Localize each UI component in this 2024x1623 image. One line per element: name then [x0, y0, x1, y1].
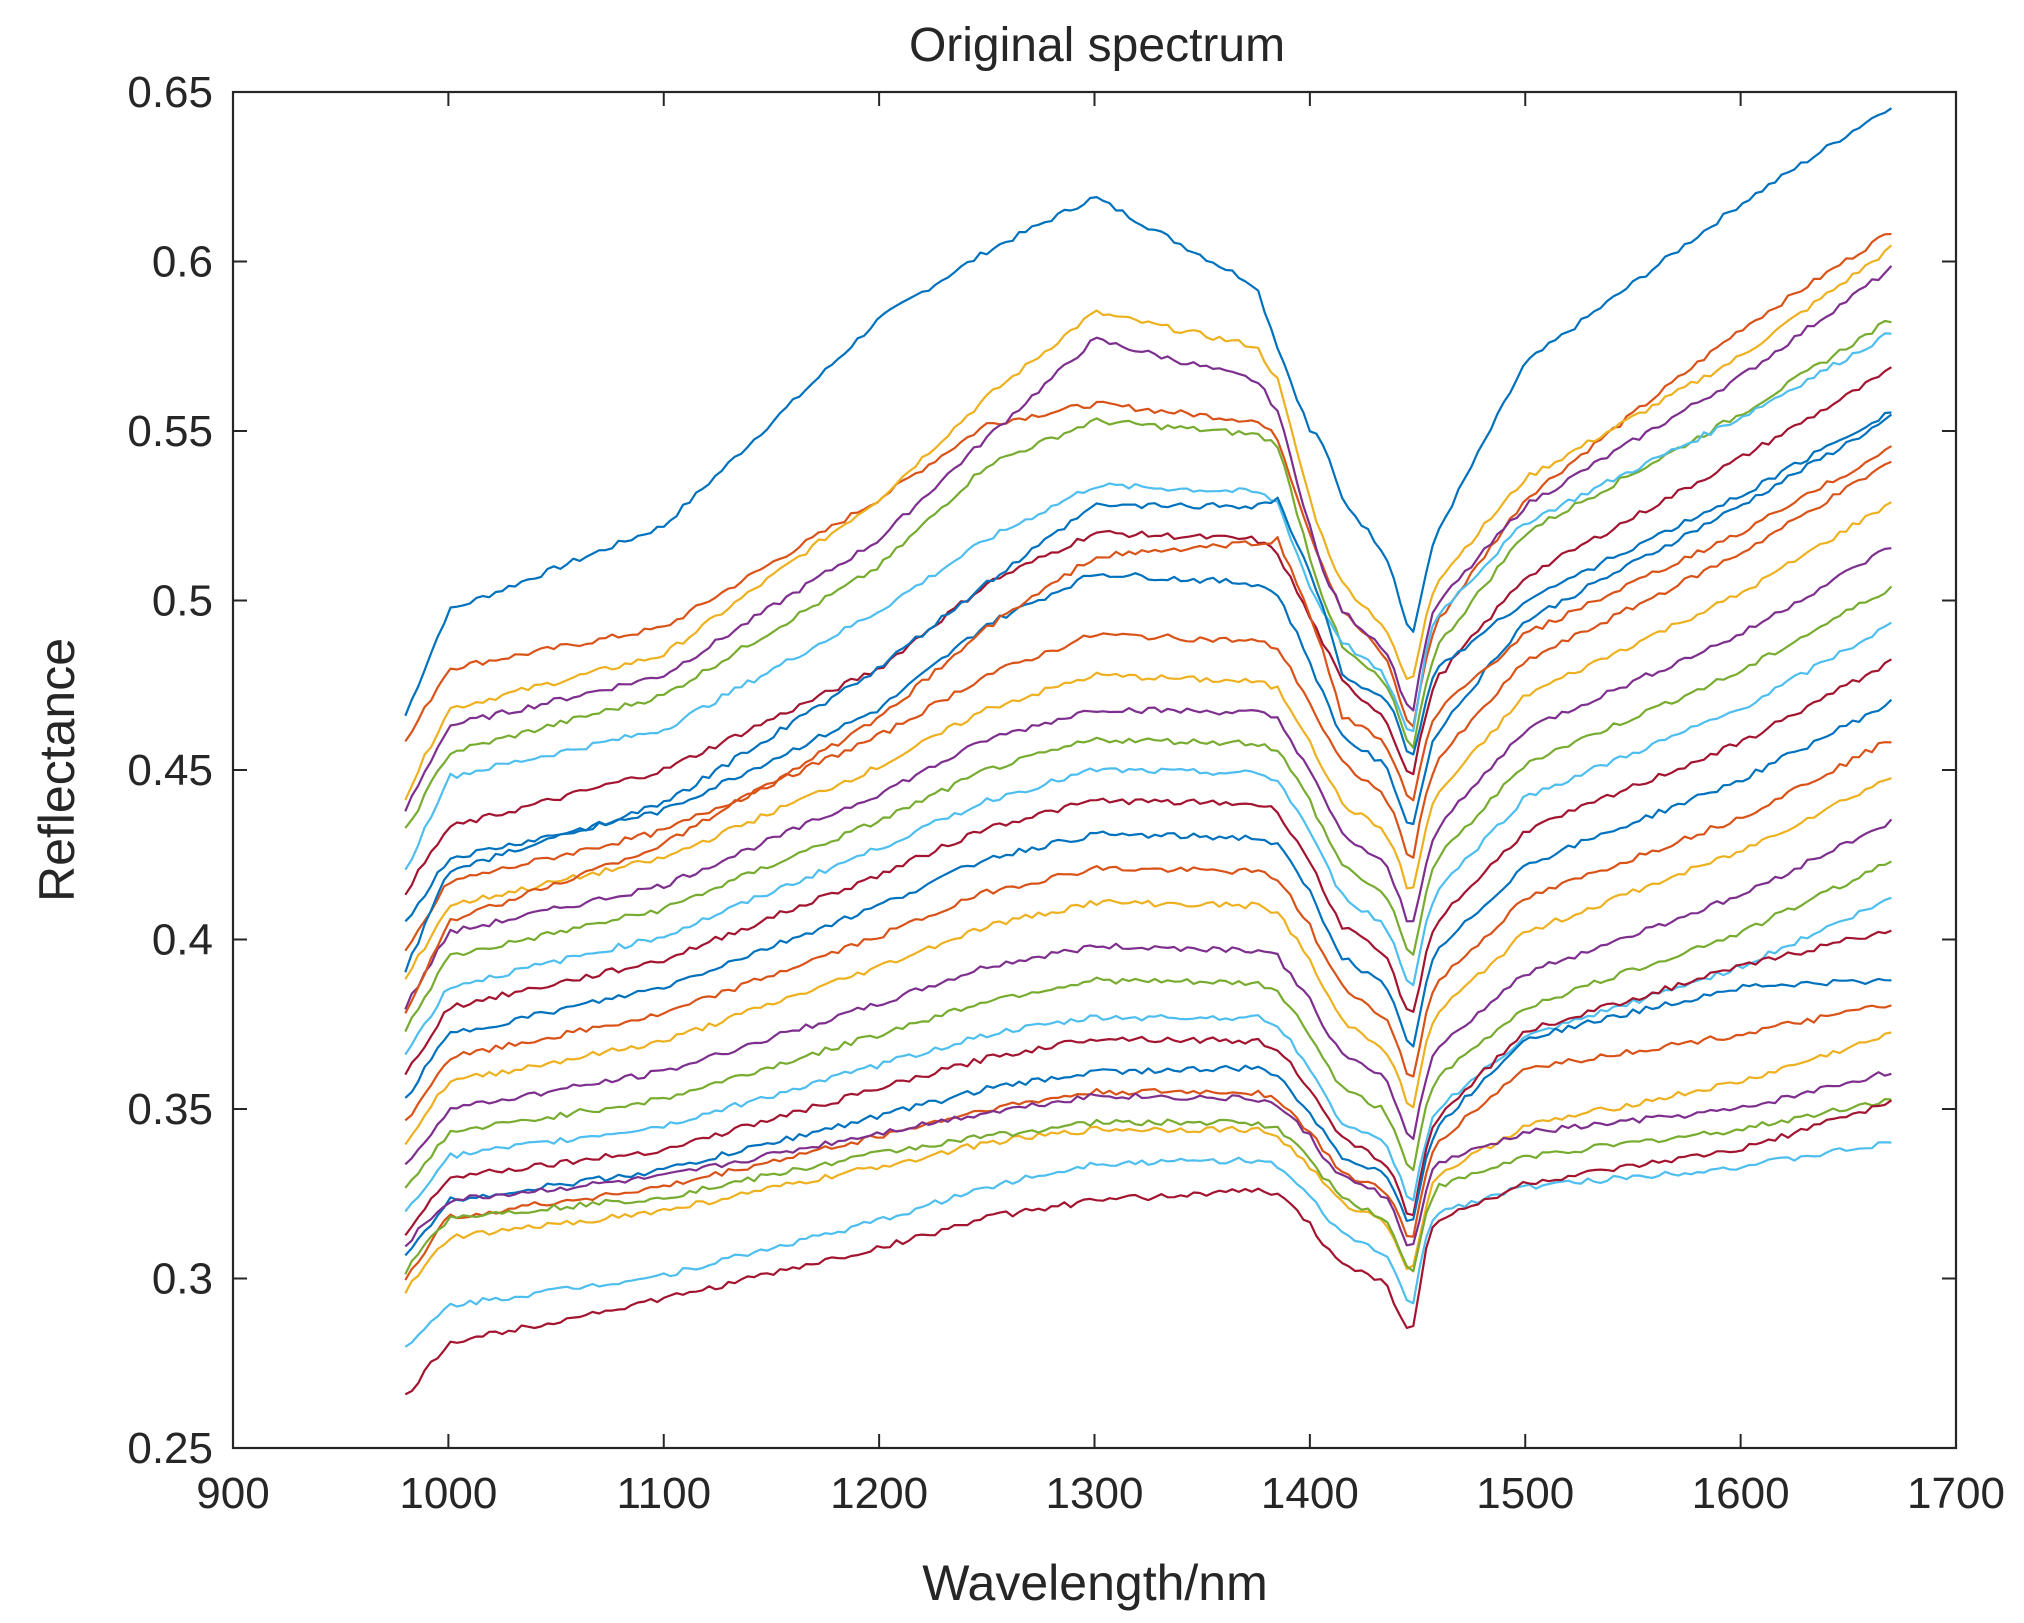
series-line-S6	[404, 332, 1892, 871]
series-line-S29	[404, 411, 1892, 973]
series-line-S19	[404, 860, 1892, 1189]
series-line-S9	[404, 460, 1892, 952]
y-tick-label: 0.3	[152, 1255, 213, 1304]
series-line-S13	[404, 621, 1892, 1056]
series-line-S15	[404, 698, 1893, 1099]
series-line-S30	[404, 445, 1892, 1014]
x-tick-label: 1400	[1261, 1469, 1359, 1518]
series-line-S14	[404, 658, 1892, 1076]
series-line-S10	[404, 501, 1892, 980]
series-line-S1	[404, 107, 1893, 717]
series-line-S20	[404, 896, 1892, 1213]
x-tick-label: 900	[196, 1469, 269, 1518]
series-line-S4	[404, 265, 1893, 812]
series-line-S12	[404, 585, 1893, 1033]
tick-group: 900 1000 1100 1200 1300 1400 1500 1600 1700 0.25 0…	[127, 68, 2005, 1518]
series-line-S8	[404, 413, 1893, 923]
series-line-S2	[404, 232, 1892, 743]
series-line-S25	[404, 1071, 1892, 1248]
series-line-S23	[404, 1004, 1892, 1281]
x-tick-label: 1600	[1692, 1469, 1790, 1518]
y-tick-label: 0.35	[127, 1085, 213, 1134]
x-tick-label: 1300	[1046, 1469, 1144, 1518]
series-line-S7	[404, 366, 1892, 896]
x-tick-label: 1700	[1907, 1469, 2005, 1518]
x-tick-label: 1000	[399, 1469, 497, 1518]
series-line-S11	[404, 547, 1892, 1010]
x-axis-label: Wavelength/nm	[922, 1555, 1268, 1611]
series-line-S21	[404, 929, 1892, 1236]
series-line-S16	[404, 741, 1892, 1122]
series-line-S28	[404, 1099, 1893, 1396]
series-line-S5	[404, 319, 1892, 829]
x-tick-label: 1200	[830, 1469, 928, 1518]
y-tick-label: 0.4	[152, 916, 213, 965]
x-tick-label: 1100	[616, 1469, 711, 1518]
chart-title: Original spectrum	[909, 19, 1285, 72]
y-tick-label: 0.5	[152, 577, 213, 626]
series-line-S27	[404, 1141, 1892, 1348]
series-line-S18	[404, 818, 1893, 1166]
series-line-S3	[404, 244, 1893, 801]
y-tick-label: 0.55	[127, 407, 213, 456]
y-tick-label: 0.65	[127, 68, 213, 117]
series-line-S22	[404, 977, 1892, 1257]
x-tick-label: 1500	[1476, 1469, 1574, 1518]
series-line-S26	[404, 1097, 1892, 1275]
series-group	[404, 107, 1893, 1396]
y-tick-label: 0.45	[127, 746, 213, 795]
series-line-S24	[404, 1031, 1892, 1294]
series-line-S17	[404, 777, 1892, 1146]
y-axis-label: Reflectance	[29, 638, 85, 902]
y-tick-label: 0.25	[127, 1424, 213, 1473]
y-tick-label: 0.6	[152, 238, 213, 287]
